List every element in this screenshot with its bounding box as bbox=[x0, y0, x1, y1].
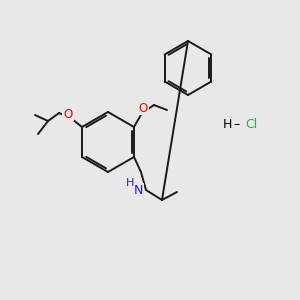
Text: O: O bbox=[138, 101, 148, 115]
Text: O: O bbox=[63, 107, 73, 121]
Text: H: H bbox=[223, 118, 232, 131]
Text: –: – bbox=[234, 118, 240, 131]
Text: Cl: Cl bbox=[245, 118, 257, 131]
Text: N: N bbox=[133, 184, 143, 196]
Text: H: H bbox=[126, 178, 134, 188]
